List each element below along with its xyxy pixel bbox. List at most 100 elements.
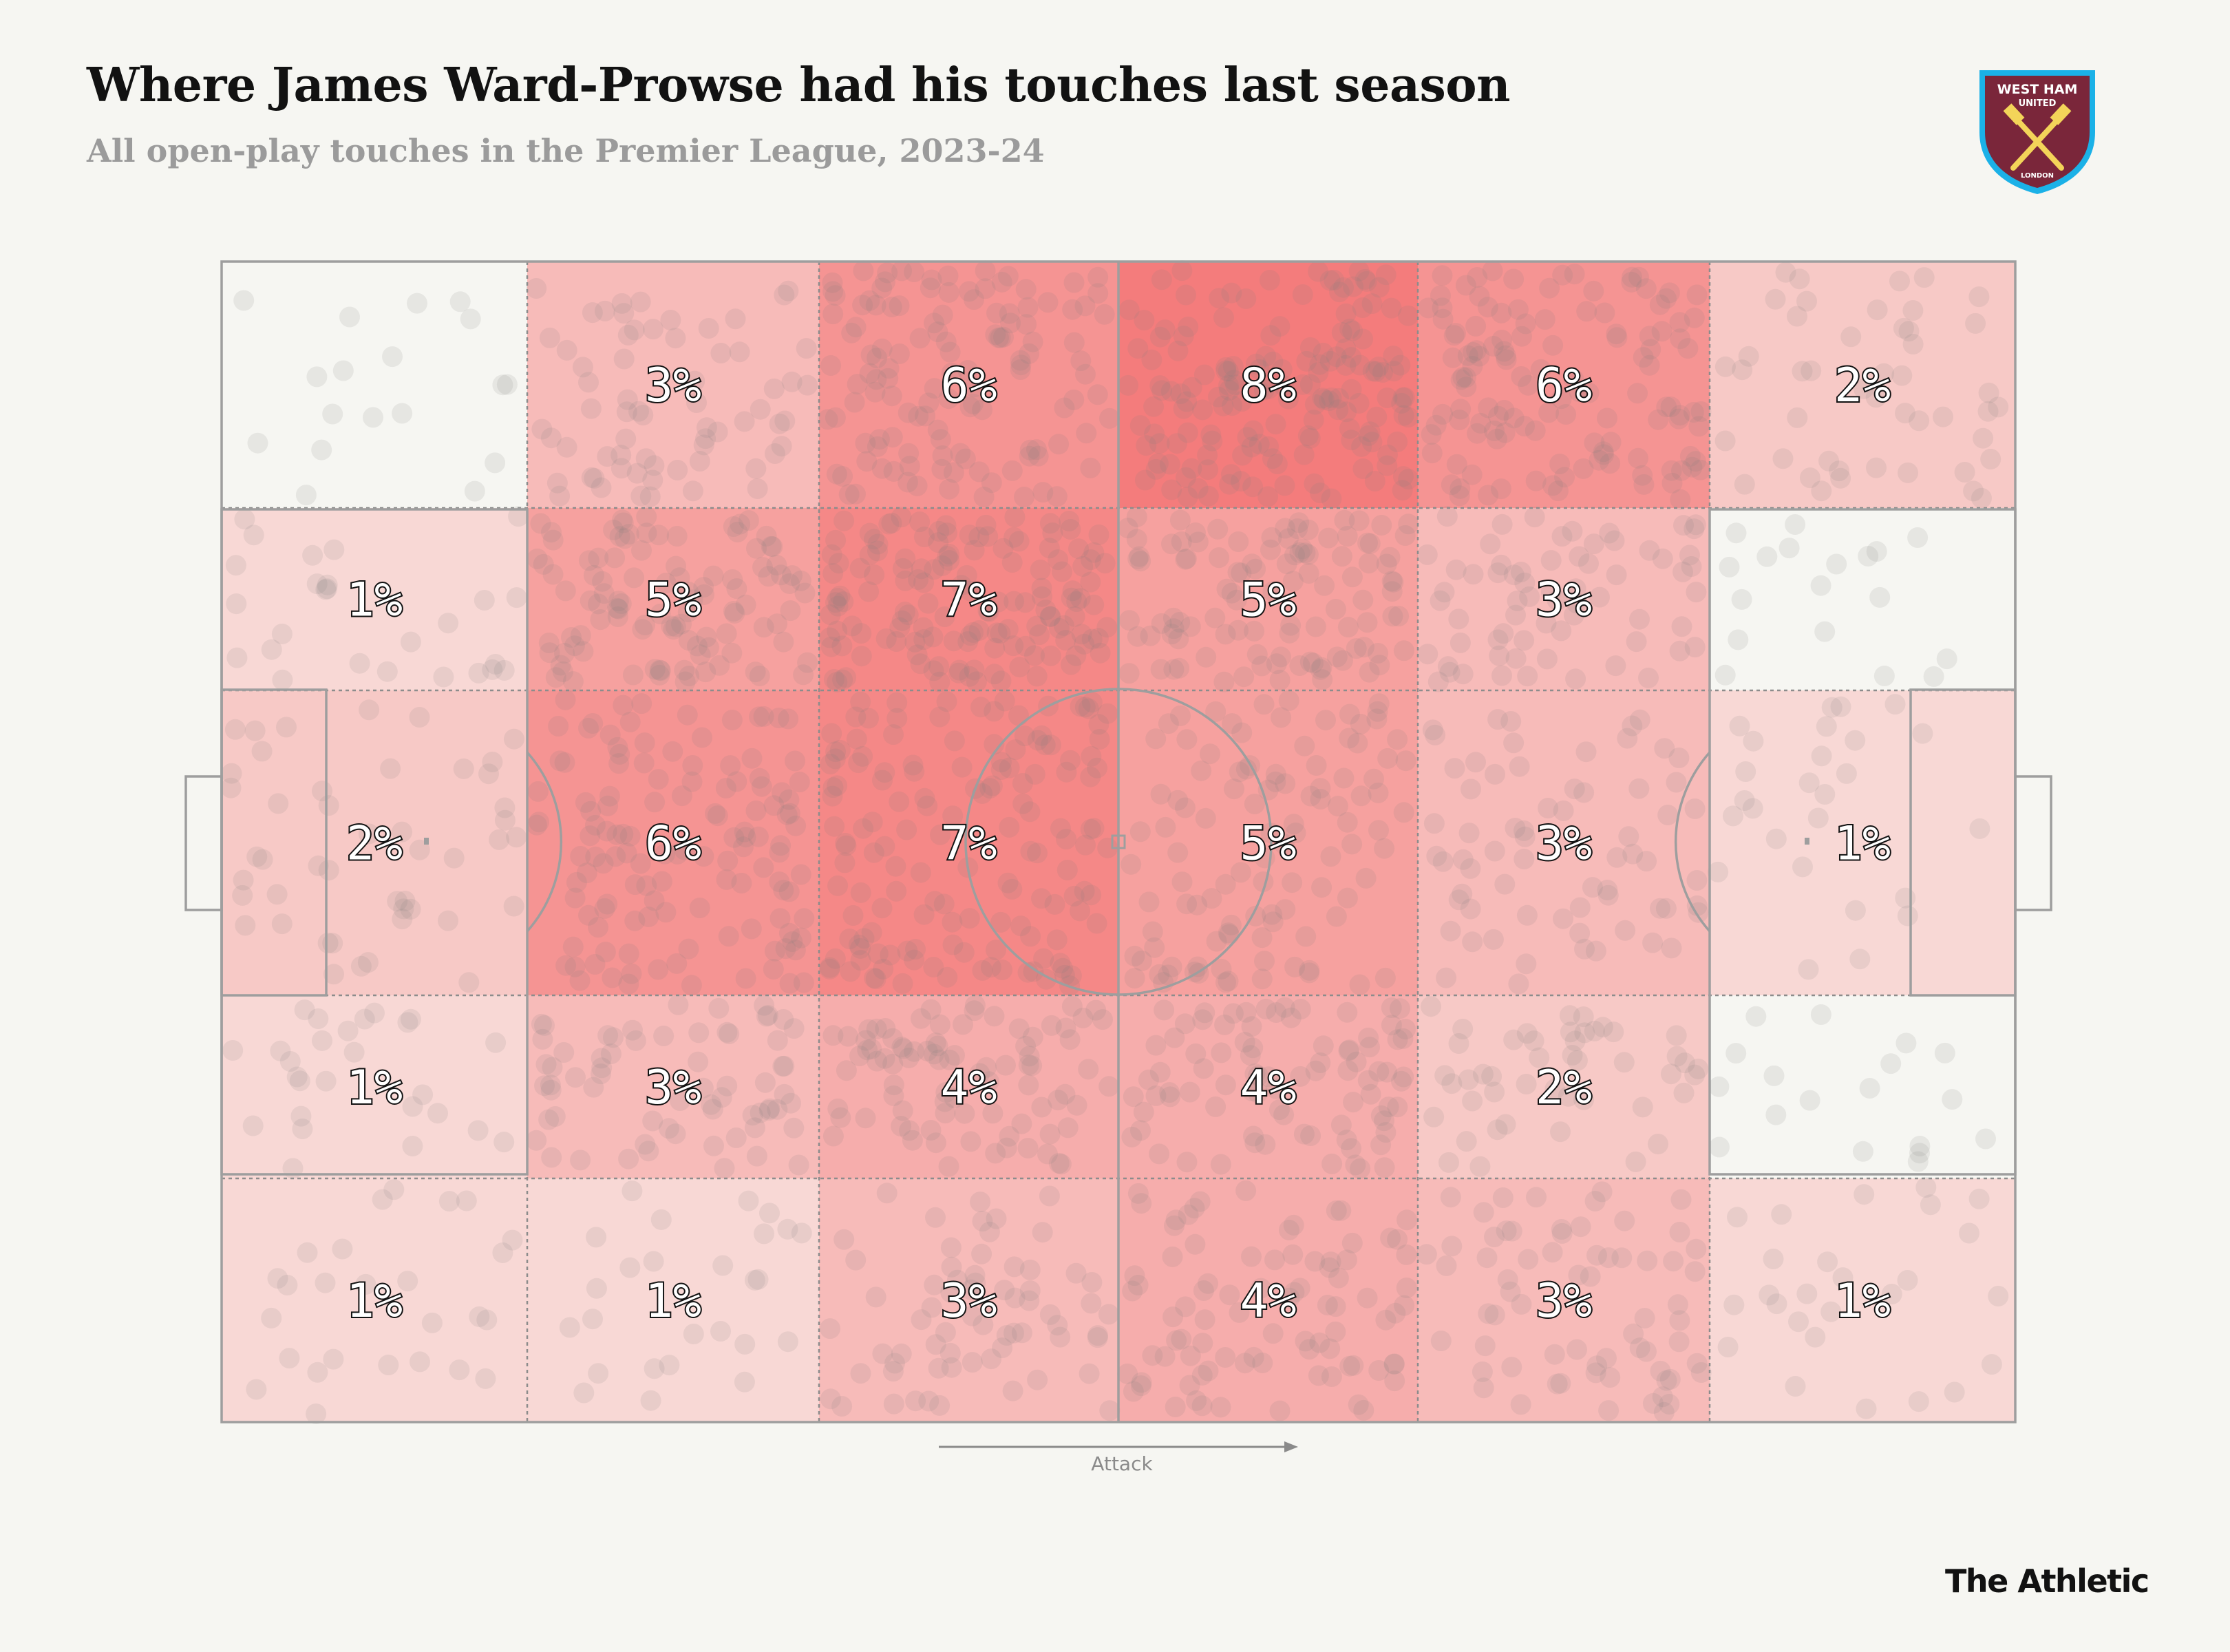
touch-dot	[1524, 507, 1545, 528]
touch-dot	[1277, 528, 1299, 549]
heatmap-cell	[819, 262, 1118, 508]
touch-dot	[820, 754, 841, 774]
touch-dot	[584, 954, 606, 975]
touch-dot	[596, 820, 617, 842]
touch-dot	[1092, 1009, 1113, 1030]
touch-dot	[1639, 354, 1660, 376]
touch-dot	[402, 1136, 423, 1156]
touch-dot	[944, 1088, 965, 1109]
touch-dot	[1019, 1290, 1040, 1311]
touch-dot	[1550, 1373, 1571, 1394]
touch-dot	[1187, 531, 1209, 553]
touch-dot	[1003, 591, 1025, 612]
touch-dot	[1466, 340, 1487, 361]
touch-dot	[550, 655, 571, 676]
touch-dot	[1251, 927, 1273, 949]
touch-dot	[1348, 392, 1370, 414]
touch-dot	[1130, 1375, 1151, 1397]
touch-dot	[849, 1046, 870, 1066]
centre-circle	[964, 688, 1273, 996]
touch-dot	[924, 1274, 945, 1295]
zone-percent-label: 3%	[1536, 817, 1592, 871]
touch-dot	[556, 436, 577, 458]
touch-dot	[400, 1008, 421, 1030]
touch-dot	[1395, 750, 1416, 772]
touch-dot	[1416, 544, 1438, 565]
touch-dot	[337, 1020, 359, 1041]
touch-dot	[935, 1082, 957, 1103]
touch-dot	[1514, 820, 1534, 841]
touch-dot	[1342, 320, 1363, 341]
touch-dot	[681, 975, 702, 996]
zone-percent-label: 1%	[346, 1061, 403, 1115]
touch-dot	[1160, 381, 1182, 402]
touch-dot	[1127, 338, 1149, 359]
touch-dot	[1314, 575, 1335, 596]
the-athletic-logo: The Athletic	[1945, 1563, 2149, 1600]
touch-dot	[1683, 402, 1704, 423]
touch-dot	[1096, 617, 1118, 638]
touch-dot	[1074, 697, 1096, 718]
touch-dot	[1020, 840, 1041, 862]
touch-dot	[1319, 270, 1341, 291]
touch-dot	[729, 341, 750, 363]
touch-dot	[1652, 548, 1673, 569]
touch-dot	[768, 708, 789, 728]
touch-dot	[1014, 726, 1035, 747]
touch-dot	[1264, 1249, 1285, 1271]
touch-dot	[663, 619, 684, 640]
touch-dot	[1606, 847, 1628, 868]
touch-dot	[1622, 715, 1643, 737]
touch-dot	[1397, 407, 1419, 428]
touch-dot	[1210, 1154, 1231, 1175]
touch-dot	[1215, 873, 1236, 895]
touch-dot	[925, 1032, 946, 1053]
touch-dot	[1161, 479, 1182, 500]
touch-dot	[1785, 514, 1806, 535]
touch-dot	[1603, 1021, 1624, 1043]
touch-dot	[1282, 571, 1304, 592]
touch-dot	[1054, 964, 1075, 986]
touch-dot	[1573, 458, 1594, 479]
touch-dot	[909, 328, 931, 349]
touch-dot	[1374, 838, 1395, 859]
touch-dot	[1884, 694, 1906, 715]
touch-dot	[1161, 956, 1182, 977]
touch-dot	[1596, 1348, 1617, 1369]
touch-dot	[1977, 401, 1999, 422]
touch-dot	[1003, 527, 1024, 548]
touch-dot	[1144, 423, 1165, 445]
touch-dot	[670, 1090, 690, 1111]
touch-dot	[1503, 564, 1525, 586]
touch-dot	[937, 522, 957, 544]
touch-dot	[1416, 1244, 1437, 1265]
touch-dot	[939, 341, 961, 363]
touch-dot	[648, 525, 670, 546]
touch-dot	[1279, 1287, 1300, 1309]
touch-dot	[1313, 1035, 1334, 1057]
touch-dot	[839, 929, 860, 949]
touch-dot	[730, 513, 751, 535]
touch-dot	[1019, 1280, 1041, 1302]
touch-dot	[655, 902, 677, 923]
touch-dot	[1686, 582, 1707, 603]
touch-dot	[790, 570, 811, 591]
touch-dot	[1253, 694, 1275, 715]
touch-dot	[972, 783, 993, 804]
touch-dot	[1566, 593, 1587, 614]
touch-dot	[749, 666, 770, 686]
touch-dot	[1309, 354, 1330, 375]
touch-dot	[1814, 621, 1836, 642]
touch-dot	[1132, 950, 1152, 971]
touch-dot	[1632, 1097, 1653, 1118]
touch-dot	[1441, 1236, 1463, 1257]
touch-dot	[318, 860, 339, 881]
touch-dot	[1359, 661, 1380, 683]
touch-dot	[904, 761, 925, 782]
touch-dot	[917, 593, 939, 614]
touch-dot	[1353, 1399, 1374, 1421]
touch-dot	[1050, 953, 1071, 974]
touch-dot	[613, 512, 634, 533]
touch-dot	[754, 1072, 776, 1093]
touch-dot	[1426, 845, 1447, 867]
